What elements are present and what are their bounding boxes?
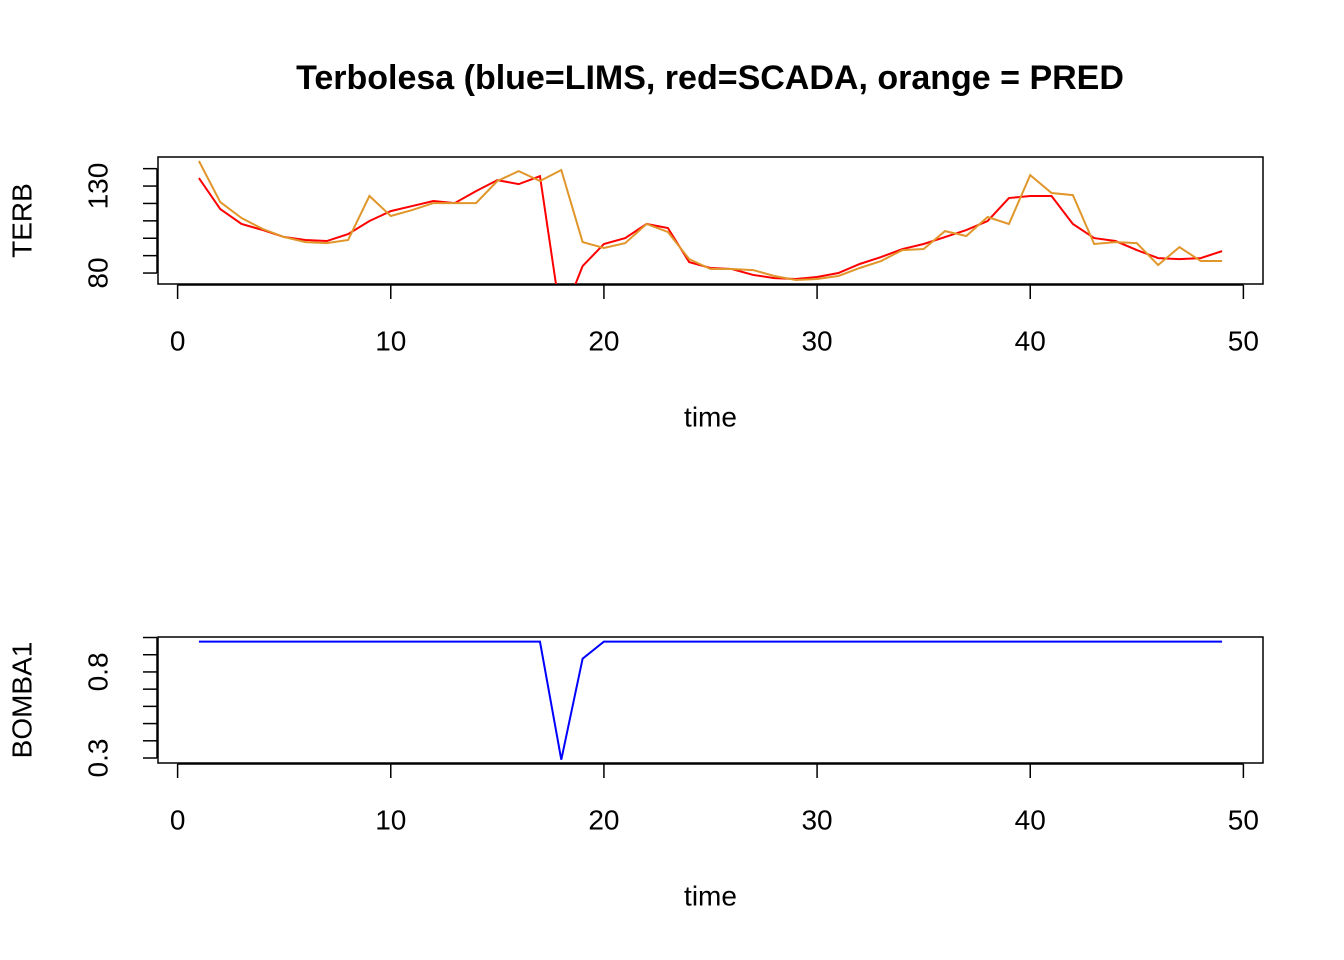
x-tick-label: 0 bbox=[170, 804, 186, 835]
y-axis-label: TERB bbox=[6, 183, 37, 258]
x-tick-label: 20 bbox=[588, 325, 619, 356]
x-tick-label: 50 bbox=[1228, 804, 1259, 835]
series-line bbox=[198, 174, 1223, 284]
x-tick-label: 10 bbox=[375, 325, 406, 356]
x-axis-label: time bbox=[684, 401, 737, 432]
y-tick-label: 0.3 bbox=[82, 739, 113, 778]
x-tick-label: 30 bbox=[801, 325, 832, 356]
x-tick-label: 0 bbox=[170, 325, 186, 356]
chart-title: Terbolesa (blue=LIMS, red=SCADA, orange … bbox=[296, 59, 1124, 97]
x-axis-label: time bbox=[684, 880, 737, 911]
y-tick-label: 0.8 bbox=[82, 652, 113, 691]
x-tick-label: 40 bbox=[1015, 804, 1046, 835]
series-line bbox=[198, 160, 1223, 282]
series-line bbox=[198, 640, 1223, 760]
plot-area bbox=[198, 160, 1223, 284]
x-tick-label: 30 bbox=[801, 804, 832, 835]
plot-frame bbox=[157, 156, 1264, 285]
y-axis-label: BOMBA1 bbox=[6, 642, 37, 759]
plot-frame bbox=[157, 636, 1264, 764]
y-tick-label: 80 bbox=[82, 257, 113, 288]
x-tick-label: 20 bbox=[588, 804, 619, 835]
x-tick-label: 50 bbox=[1228, 325, 1259, 356]
y-tick-label: 130 bbox=[82, 163, 113, 210]
x-tick-label: 40 bbox=[1015, 325, 1046, 356]
plot-area bbox=[198, 640, 1223, 760]
x-tick-label: 10 bbox=[375, 804, 406, 835]
